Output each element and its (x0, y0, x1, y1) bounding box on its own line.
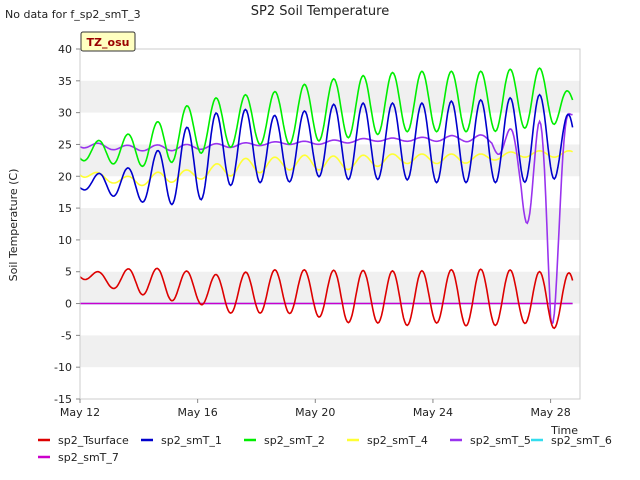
legend-label: sp2_smT_5 (470, 434, 531, 447)
legend-label: sp2_smT_7 (58, 451, 119, 464)
plot-frame (79, 48, 581, 400)
x-tick-label: May 24 (413, 406, 453, 419)
x-axis: May 12 May 16 May 20 May 24 May 28 (60, 399, 571, 419)
tz-badge-label: TZ_osu (87, 36, 130, 49)
legend-entry: sp2_smT_2 (244, 434, 325, 447)
y-tick-label: 25 (58, 138, 72, 151)
legend-entry: sp2_smT_4 (347, 434, 428, 447)
x-tick-label: May 20 (295, 406, 335, 419)
series-line-sp2_smT_2 (79, 67, 574, 168)
grid-band (80, 208, 580, 240)
tz-badge: TZ_osu (80, 31, 136, 52)
y-tick-label: -5 (61, 329, 72, 342)
chart-title: SP2 Soil Temperature (251, 4, 389, 19)
series-line-sp2_smT_1 (79, 93, 574, 206)
legend-entry: sp2_smT_5 (450, 434, 531, 447)
series-lines (79, 67, 574, 330)
x-tick-label: May 16 (178, 406, 218, 419)
grid-band (80, 144, 580, 177)
legend-label: sp2_smT_6 (551, 434, 612, 447)
plot-area (79, 48, 581, 400)
legend-label: sp2_Tsurface (58, 434, 129, 447)
y-tick-label: 5 (65, 266, 72, 279)
x-axis-label: Time (550, 424, 578, 437)
legend-label: sp2_smT_2 (264, 434, 325, 447)
legend-entry: sp2_smT_7 (38, 451, 119, 464)
legend-label: sp2_smT_1 (161, 434, 222, 447)
legend-entry: sp2_smT_1 (141, 434, 222, 447)
y-tick-label: 0 (65, 298, 72, 311)
y-axis: -15 -10 -5 0 5 10 15 20 25 30 35 40 (54, 43, 80, 406)
no-data-note: No data for f_sp2_smT_3 (5, 8, 141, 21)
legend-label: sp2_smT_4 (367, 434, 428, 447)
legend-entry: sp2_smT_6 (531, 434, 612, 447)
series-line-sp2_Tsurface (79, 267, 574, 330)
grid-band (80, 335, 580, 368)
legend: sp2_Tsurface sp2_smT_1 sp2_smT_2 sp2_smT_4 s… (38, 434, 612, 464)
y-axis-label: Soil Temperature (C) (7, 169, 20, 282)
y-tick-label: 40 (58, 43, 72, 56)
y-tick-label: -10 (54, 361, 72, 374)
y-tick-label: 35 (58, 75, 72, 88)
legend-entry: sp2_Tsurface (38, 434, 129, 447)
y-tick-label: 30 (58, 107, 72, 120)
y-tick-label: 20 (58, 170, 72, 183)
y-tick-label: 15 (58, 202, 72, 215)
x-tick-label: May 12 (60, 406, 100, 419)
y-tick-label: 10 (58, 234, 72, 247)
x-tick-label: May 28 (530, 406, 570, 419)
y-tick-label: -15 (54, 393, 72, 406)
